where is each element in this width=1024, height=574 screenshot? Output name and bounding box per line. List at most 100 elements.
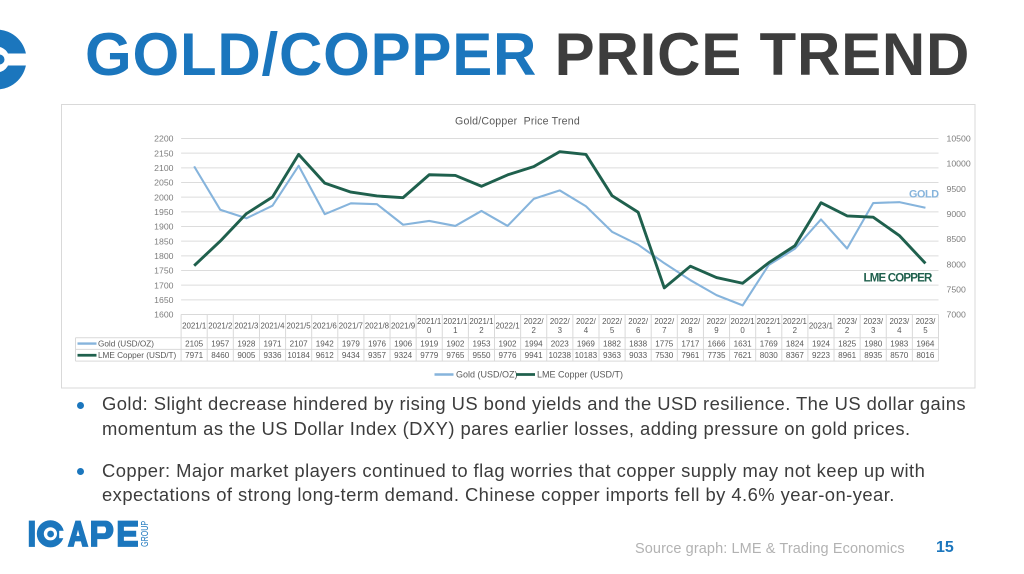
svg-text:9357: 9357: [367, 351, 386, 360]
svg-text:1964: 1964: [916, 339, 935, 348]
svg-text:1850: 1850: [154, 236, 173, 246]
svg-text:1979: 1979: [341, 339, 360, 348]
svg-text:7971: 7971: [185, 351, 204, 360]
svg-text:2021/1: 2021/1: [469, 317, 493, 326]
svg-text:8030: 8030: [759, 351, 778, 360]
svg-text:9500: 9500: [946, 183, 965, 193]
svg-text:2023: 2023: [550, 339, 569, 348]
svg-text:10500: 10500: [946, 133, 970, 143]
svg-text:Gold (USD/OZ): Gold (USD/OZ): [98, 339, 154, 348]
svg-text:2022/: 2022/: [706, 317, 727, 326]
svg-text:1983: 1983: [890, 339, 909, 348]
svg-text:2021/1: 2021/1: [182, 321, 206, 330]
svg-text:2023/1: 2023/1: [808, 321, 832, 330]
svg-text:9434: 9434: [341, 351, 360, 360]
svg-text:2: 2: [479, 326, 483, 335]
svg-text:1: 1: [766, 326, 770, 335]
svg-text:LME COPPER: LME COPPER: [863, 272, 933, 284]
svg-text:1969: 1969: [576, 339, 595, 348]
svg-text:2021/8: 2021/8: [364, 321, 389, 330]
svg-text:2: 2: [792, 326, 796, 335]
svg-text:1976: 1976: [367, 339, 386, 348]
svg-text:7735: 7735: [707, 351, 726, 360]
svg-text:2022/: 2022/: [628, 317, 649, 326]
svg-text:1600: 1600: [154, 309, 173, 319]
svg-text:2: 2: [844, 326, 848, 335]
svg-text:1650: 1650: [154, 294, 173, 304]
svg-text:9363: 9363: [603, 351, 622, 360]
svg-text:2105: 2105: [185, 339, 204, 348]
svg-text:2050: 2050: [154, 177, 173, 187]
svg-text:2107: 2107: [289, 339, 308, 348]
svg-text:6: 6: [635, 326, 640, 335]
svg-text:2023/: 2023/: [837, 317, 858, 326]
svg-text:1666: 1666: [707, 339, 726, 348]
svg-text:1882: 1882: [603, 339, 622, 348]
svg-text:2022/1: 2022/1: [782, 317, 806, 326]
svg-text:1769: 1769: [759, 339, 778, 348]
svg-text:8: 8: [688, 326, 693, 335]
svg-text:2023/: 2023/: [889, 317, 910, 326]
svg-text:3: 3: [557, 326, 562, 335]
svg-text:7530: 7530: [655, 351, 674, 360]
svg-text:8500: 8500: [946, 234, 965, 244]
svg-text:5: 5: [923, 326, 928, 335]
svg-text:2022/1: 2022/1: [730, 317, 754, 326]
svg-text:1838: 1838: [629, 339, 648, 348]
svg-text:9941: 9941: [524, 351, 543, 360]
svg-text:8000: 8000: [946, 259, 965, 269]
svg-text:1631: 1631: [733, 339, 752, 348]
svg-text:1750: 1750: [154, 265, 173, 275]
svg-text:2021/9: 2021/9: [391, 321, 416, 330]
svg-text:1971: 1971: [263, 339, 282, 348]
svg-text:2023/: 2023/: [915, 317, 936, 326]
svg-text:9779: 9779: [420, 351, 439, 360]
svg-text:1900: 1900: [154, 221, 173, 231]
svg-text:2021/7: 2021/7: [338, 321, 362, 330]
svg-text:9000: 9000: [946, 209, 965, 219]
svg-text:5: 5: [609, 326, 614, 335]
svg-text:2022/: 2022/: [680, 317, 701, 326]
svg-text:1902: 1902: [446, 339, 465, 348]
svg-text:10000: 10000: [946, 158, 970, 168]
svg-text:9612: 9612: [315, 351, 334, 360]
svg-text:2022/: 2022/: [602, 317, 623, 326]
svg-text:4: 4: [583, 326, 588, 335]
svg-text:1717: 1717: [681, 339, 700, 348]
svg-text:1919: 1919: [420, 339, 439, 348]
svg-text:9223: 9223: [811, 351, 830, 360]
svg-text:1928: 1928: [237, 339, 256, 348]
svg-text:2000: 2000: [154, 192, 173, 202]
svg-text:LME Copper (USD/T): LME Copper (USD/T): [537, 369, 623, 379]
svg-text:1824: 1824: [785, 339, 804, 348]
svg-text:1953: 1953: [472, 339, 491, 348]
svg-text:2021/3: 2021/3: [234, 321, 259, 330]
svg-text:2021/2: 2021/2: [208, 321, 232, 330]
svg-text:8016: 8016: [916, 351, 935, 360]
svg-text:2021/1: 2021/1: [417, 317, 441, 326]
svg-text:8570: 8570: [890, 351, 909, 360]
svg-text:2022/: 2022/: [654, 317, 675, 326]
svg-text:8460: 8460: [211, 351, 230, 360]
svg-text:8367: 8367: [785, 351, 804, 360]
svg-text:2022/1: 2022/1: [495, 321, 519, 330]
svg-text:Gold (USD/OZ): Gold (USD/OZ): [456, 369, 518, 379]
svg-text:3: 3: [871, 326, 876, 335]
svg-text:7621: 7621: [733, 351, 752, 360]
svg-text:9776: 9776: [498, 351, 517, 360]
svg-text:0: 0: [427, 326, 432, 335]
svg-text:1902: 1902: [498, 339, 517, 348]
svg-text:1700: 1700: [154, 280, 173, 290]
svg-text:GROUP: GROUP: [139, 520, 151, 546]
svg-text:9336: 9336: [263, 351, 282, 360]
svg-text:8935: 8935: [864, 351, 883, 360]
svg-text:0: 0: [740, 326, 745, 335]
svg-text:2021/6: 2021/6: [312, 321, 337, 330]
svg-text:7500: 7500: [946, 284, 965, 294]
svg-text:2150: 2150: [154, 148, 173, 158]
svg-text:GOLD: GOLD: [909, 188, 939, 200]
svg-text:9324: 9324: [394, 351, 413, 360]
svg-text:1942: 1942: [315, 339, 334, 348]
svg-text:1825: 1825: [838, 339, 857, 348]
svg-text:9550: 9550: [472, 351, 491, 360]
